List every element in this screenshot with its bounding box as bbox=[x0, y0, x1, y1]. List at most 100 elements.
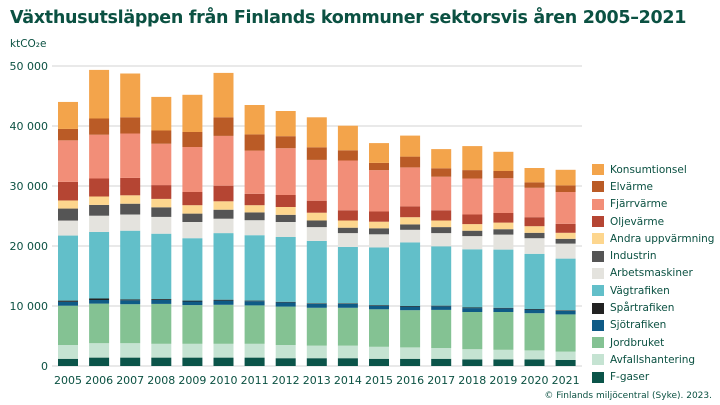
bar-segment-fj-rrv-rme-2012 bbox=[275, 148, 296, 195]
bar-segment-fj-rrv-rme-2013 bbox=[306, 159, 327, 201]
bar-segment-avfallshantering-2007 bbox=[120, 343, 141, 358]
bar-segment-fj-rrv-rme-2019 bbox=[493, 178, 514, 213]
bar-segment-konsumtionsel-2005 bbox=[58, 101, 78, 129]
legend-label: Fjärrvärme bbox=[610, 198, 668, 211]
x-tick-label: 2010 bbox=[210, 374, 238, 387]
legend-swatch bbox=[592, 302, 604, 314]
bar-segment-elv-rme-2017 bbox=[431, 168, 452, 177]
legend-item: Sjötrafiken bbox=[592, 317, 714, 334]
legend-label: F-gaser bbox=[610, 371, 650, 384]
bar-segment-industrin-2015 bbox=[369, 228, 389, 235]
x-tick-label: 2008 bbox=[147, 374, 175, 387]
bar-segment-industrin-2016 bbox=[400, 224, 421, 230]
bar-segment-f-gaser-2012 bbox=[275, 358, 296, 366]
x-tick-label: 2013 bbox=[303, 374, 331, 387]
bar-segment-fj-rrv-rme-2011 bbox=[244, 150, 265, 194]
legend-item: Elvärme bbox=[592, 178, 714, 195]
bar-segment-sj-trafiken-2006 bbox=[89, 300, 110, 304]
y-tick-label: 50 000 bbox=[10, 60, 49, 73]
bar-segment-sp-rtrafiken-2014 bbox=[337, 303, 358, 304]
bar-segment-f-gaser-2016 bbox=[400, 358, 421, 366]
bar-segment-andra-uppv-rmning-2015 bbox=[369, 221, 389, 229]
bar-segment-jordbruket-2011 bbox=[244, 305, 265, 344]
bar-segment-andra-uppv-rmning-2010 bbox=[213, 201, 234, 210]
bar-segment-avfallshantering-2019 bbox=[493, 349, 514, 360]
legend-item: Fjärrvärme bbox=[592, 196, 714, 213]
bar-segment-v-gtrafiken-2015 bbox=[369, 247, 389, 306]
bar-segment-jordbruket-2005 bbox=[58, 305, 78, 345]
bar-segment-sj-trafiken-2020 bbox=[524, 309, 545, 314]
legend-item: Spårtrafiken bbox=[592, 299, 714, 316]
bar-segment-oljev-rme-2018 bbox=[462, 214, 483, 225]
bar-segment-fj-rrv-rme-2015 bbox=[369, 170, 389, 212]
bar-segment-sj-trafiken-2011 bbox=[244, 301, 265, 306]
bar-segment-sp-rtrafiken-2009 bbox=[182, 300, 203, 302]
bar-segment-arbetsmaskiner-2015 bbox=[369, 234, 389, 248]
legend: Konsumtionsel Elvärme Fjärrvärme Oljevärme A… bbox=[592, 161, 714, 386]
bar-segment-oljev-rme-2005 bbox=[58, 181, 78, 201]
bar-segment-v-gtrafiken-2013 bbox=[306, 240, 327, 304]
x-tick-label: 2020 bbox=[521, 374, 549, 387]
bar-segment-elv-rme-2010 bbox=[213, 117, 234, 136]
legend-item: Vägtrafiken bbox=[592, 282, 714, 299]
legend-label: Konsumtionsel bbox=[610, 163, 687, 176]
bar-segment-oljev-rme-2012 bbox=[275, 195, 296, 207]
bar-segment-f-gaser-2020 bbox=[524, 359, 545, 366]
bar-segment-konsumtionsel-2009 bbox=[182, 94, 203, 132]
bar-segment-sp-rtrafiken-2015 bbox=[369, 305, 389, 306]
bar-segment-v-gtrafiken-2019 bbox=[493, 249, 514, 308]
bar-segment-jordbruket-2014 bbox=[337, 307, 358, 346]
bar-segment-oljev-rme-2009 bbox=[182, 192, 203, 206]
bar-segment-andra-uppv-rmning-2007 bbox=[120, 195, 141, 204]
bar-segment-v-gtrafiken-2014 bbox=[337, 246, 358, 304]
bar-segment-oljev-rme-2017 bbox=[431, 210, 452, 221]
bar-segment-sj-trafiken-2018 bbox=[462, 308, 483, 312]
bar-segment-sp-rtrafiken-2005 bbox=[58, 300, 78, 302]
bar-segment-andra-uppv-rmning-2006 bbox=[89, 196, 110, 205]
bar-segment-avfallshantering-2005 bbox=[58, 345, 78, 359]
legend-item: Konsumtionsel bbox=[592, 161, 714, 178]
bar-segment-andra-uppv-rmning-2013 bbox=[306, 212, 327, 221]
bar-segment-v-gtrafiken-2010 bbox=[213, 233, 234, 300]
bar-segment-sp-rtrafiken-2017 bbox=[431, 305, 452, 307]
legend-swatch bbox=[592, 354, 604, 366]
y-axis-unit: ktCO₂e bbox=[10, 38, 47, 50]
bar-segment-konsumtionsel-2021 bbox=[555, 169, 576, 186]
bar-segment-oljev-rme-2006 bbox=[89, 178, 110, 197]
bar-segment-fj-rrv-rme-2005 bbox=[58, 140, 78, 182]
legend-label: Spårtrafiken bbox=[610, 302, 675, 315]
bar-segment-arbetsmaskiner-2007 bbox=[120, 214, 141, 231]
credit-text: © Finlands miljöcentral (Syke). 2023. bbox=[544, 391, 712, 401]
bar-segment-industrin-2005 bbox=[58, 208, 78, 221]
bar-segment-industrin-2017 bbox=[431, 227, 452, 234]
bar-segment-arbetsmaskiner-2017 bbox=[431, 233, 452, 247]
bar-segment-industrin-2011 bbox=[244, 212, 265, 221]
bar-segment-elv-rme-2008 bbox=[151, 130, 172, 144]
bar-segment-oljev-rme-2008 bbox=[151, 185, 172, 199]
bar-segment-jordbruket-2007 bbox=[120, 304, 141, 344]
bar-segment-andra-uppv-rmning-2012 bbox=[275, 207, 296, 215]
legend-item: F-gaser bbox=[592, 369, 714, 386]
bar-segment-arbetsmaskiner-2013 bbox=[306, 227, 327, 241]
bar-segment-avfallshantering-2021 bbox=[555, 351, 576, 360]
bar-segment-konsumtionsel-2016 bbox=[400, 135, 421, 157]
bar-segment-f-gaser-2017 bbox=[431, 358, 452, 366]
legend-swatch bbox=[592, 198, 604, 210]
bar-segment-konsumtionsel-2017 bbox=[431, 149, 452, 169]
bar-segment-konsumtionsel-2020 bbox=[524, 168, 545, 183]
bar-segment-avfallshantering-2015 bbox=[369, 346, 389, 359]
bar-segment-andra-uppv-rmning-2008 bbox=[151, 198, 172, 208]
bar-segment-fj-rrv-rme-2008 bbox=[151, 143, 172, 186]
legend-label: Industrin bbox=[610, 250, 657, 263]
bar-segment-sp-rtrafiken-2018 bbox=[462, 307, 483, 309]
bar-segment-industrin-2021 bbox=[555, 238, 576, 244]
bar-segment-industrin-2007 bbox=[120, 203, 141, 215]
bar-segment-v-gtrafiken-2021 bbox=[555, 258, 576, 311]
bar-segment-jordbruket-2018 bbox=[462, 312, 483, 350]
bar-segment-oljev-rme-2011 bbox=[244, 193, 265, 206]
bar-segment-andra-uppv-rmning-2016 bbox=[400, 217, 421, 225]
bar-segment-fj-rrv-rme-2018 bbox=[462, 178, 483, 215]
bar-segment-v-gtrafiken-2020 bbox=[524, 253, 545, 309]
bar-segment-arbetsmaskiner-2016 bbox=[400, 229, 421, 243]
bar-segment-sp-rtrafiken-2019 bbox=[493, 307, 514, 309]
